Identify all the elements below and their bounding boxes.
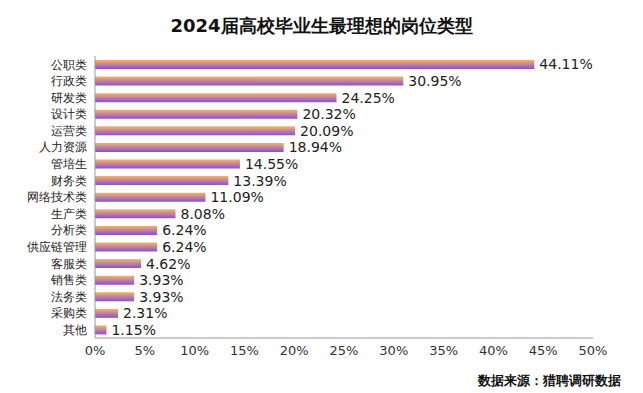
svg-text:公职类: 公职类 (51, 58, 87, 72)
svg-text:研发类: 研发类 (51, 91, 87, 105)
svg-text:11.09%: 11.09% (210, 189, 263, 205)
svg-text:44.11%: 44.11% (539, 56, 592, 72)
svg-text:20%: 20% (280, 343, 309, 358)
svg-text:20.32%: 20.32% (302, 106, 355, 122)
svg-text:法务类: 法务类 (51, 290, 87, 304)
html-text:2024届高校毕业生最理想的岗位类型: 2024届高校毕业生最理想的岗位类型 (170, 15, 473, 36)
svg-text:6.24%: 6.24% (162, 222, 206, 238)
svg-text:45%: 45% (529, 343, 558, 358)
svg-text:10%: 10% (180, 343, 209, 358)
svg-text:30.95%: 30.95% (408, 73, 461, 89)
svg-text:25%: 25% (330, 343, 359, 358)
html-text:数据来源：猎聘调研数据: 数据来源：猎聘调研数据 (478, 373, 621, 388)
svg-text:其他: 其他 (63, 323, 87, 337)
svg-text:网络技术类: 网络技术类 (27, 190, 87, 204)
svg-text:24.25%: 24.25% (342, 90, 395, 106)
svg-text:35%: 35% (429, 343, 458, 358)
svg-text:18.94%: 18.94% (289, 139, 342, 155)
svg-text:30%: 30% (379, 343, 408, 358)
svg-text:2.31%: 2.31% (123, 305, 167, 321)
svg-text:采购类: 采购类 (51, 306, 87, 320)
svg-text:20.09%: 20.09% (300, 123, 353, 139)
svg-text:50%: 50% (579, 343, 608, 358)
svg-text:5%: 5% (134, 343, 155, 358)
svg-text:行政类: 行政类 (51, 74, 87, 88)
svg-text:0%: 0% (85, 343, 106, 358)
svg-text:分析类: 分析类 (51, 223, 87, 237)
svg-text:设计类: 设计类 (51, 107, 87, 121)
svg-text:财务类: 财务类 (51, 174, 87, 188)
svg-text:13.39%: 13.39% (233, 173, 286, 189)
svg-text:客服类: 客服类 (51, 257, 87, 271)
svg-text:运营类: 运营类 (51, 124, 87, 138)
svg-text:40%: 40% (479, 343, 508, 358)
svg-text:3.93%: 3.93% (139, 272, 183, 288)
svg-text:供应链管理: 供应链管理 (27, 240, 87, 254)
svg-text:8.08%: 8.08% (180, 206, 224, 222)
svg-text:4.62%: 4.62% (146, 256, 190, 272)
svg-text:3.93%: 3.93% (139, 289, 183, 305)
svg-text:生产类: 生产类 (51, 207, 87, 221)
svg-text:管培生: 管培生 (51, 157, 87, 171)
svg-text:销售类: 销售类 (50, 273, 87, 287)
svg-text:15%: 15% (230, 343, 259, 358)
svg-text:1.15%: 1.15% (111, 322, 155, 338)
svg-text:14.55%: 14.55% (245, 156, 298, 172)
svg-text:人力资源: 人力资源 (39, 140, 87, 154)
svg-text:6.24%: 6.24% (162, 239, 206, 255)
